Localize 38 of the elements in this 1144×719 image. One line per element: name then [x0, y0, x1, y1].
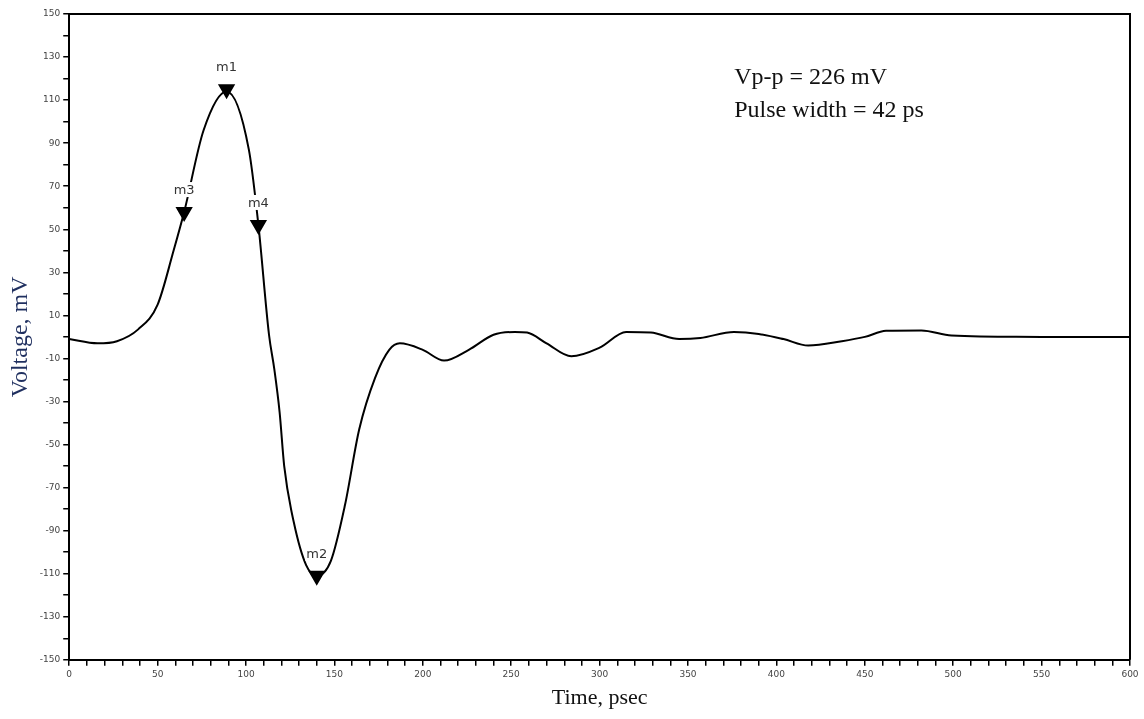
y-tick-label: 110	[43, 94, 61, 105]
y-tick-label: -50	[45, 438, 61, 449]
y-tick-label: -150	[39, 654, 61, 665]
x-tick-label: 100	[237, 668, 255, 679]
x-tick-label: 300	[591, 668, 609, 679]
x-axis-title: Time, psec	[551, 683, 648, 709]
y-tick-label: 150	[43, 8, 61, 19]
annotation: m4	[247, 194, 269, 210]
x-tick-label: 500	[944, 668, 963, 679]
y-axis-title: Voltage, mV	[5, 275, 32, 398]
y-tick-label: 130	[43, 51, 61, 62]
y-tick-label: 10	[48, 309, 61, 320]
annotation: Pulse width = 42 ps	[734, 96, 924, 122]
y-tick-label: -10	[45, 352, 61, 363]
annotation: Vp-p = 226 mV	[734, 63, 888, 89]
annotation: m3	[173, 181, 195, 197]
x-tick-label: 450	[856, 668, 874, 679]
annotation: m2	[306, 545, 328, 561]
y-tick-label: -90	[45, 524, 61, 535]
x-tick-label: 250	[502, 668, 521, 679]
y-tick-label: 70	[48, 180, 61, 191]
x-tick-label: 400	[767, 668, 786, 679]
x-tick-label: 600	[1121, 668, 1139, 679]
x-tick-label: 200	[414, 668, 432, 679]
x-tick-label: 150	[325, 668, 344, 679]
x-tick-label: 0	[66, 668, 73, 679]
point	[218, 84, 235, 99]
y-tick-label: -70	[45, 481, 61, 492]
y-tick-label: 90	[48, 137, 61, 148]
x-tick-label: 550	[1033, 668, 1051, 679]
y-tick-label: -110	[39, 568, 61, 579]
y-tick-label: -30	[45, 395, 61, 406]
y-tick-label: -130	[39, 611, 61, 622]
y-tick-label: 50	[48, 223, 61, 234]
x-tick-label: 50	[151, 668, 164, 679]
annotation: m1	[216, 59, 238, 75]
y-tick-label: 30	[48, 266, 61, 277]
x-tick-label: 350	[679, 668, 697, 679]
